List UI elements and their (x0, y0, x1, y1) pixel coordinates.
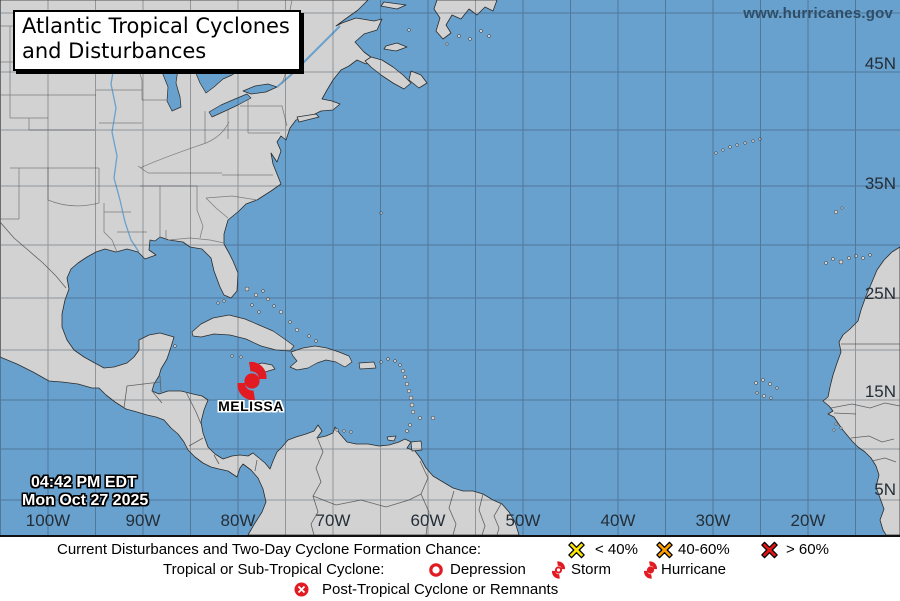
post-tropical-icon (294, 582, 309, 597)
map-timestamp: 04:42 PM EDT Mon Oct 27 2025 (22, 474, 148, 510)
map-title-line2: and Disturbances (22, 39, 207, 63)
country-borders (0, 221, 900, 535)
depression-icon (429, 563, 443, 577)
lon-label-50w: 50W (505, 511, 541, 530)
lat-label-15n: 15N (864, 382, 896, 401)
timestamp-time: 04:42 PM EDT (31, 474, 137, 491)
depression-label: Depression (450, 561, 526, 578)
hurricanes-gov-label: www.hurricanes.gov (743, 5, 893, 22)
lon-label-70w: 70W (315, 511, 351, 530)
chance-low-x-icon (568, 541, 585, 559)
continent-americas (0, 0, 520, 535)
grid-lines (0, 0, 900, 535)
legend-post-tropical-row: Post-Tropical Cyclone or Remnants (0, 580, 900, 600)
chance-high-label: > 60% (786, 541, 829, 558)
hurricane-label-legend: Hurricane (661, 561, 727, 578)
chance-low-label: < 40% (595, 541, 638, 558)
lat-label-5n: 5N (874, 480, 896, 499)
legend-formation-row: Current Disturbances and Two-Day Cyclone… (0, 540, 900, 560)
rivers (110, 25, 341, 253)
hurricane-glyph (237, 361, 267, 401)
storm-icon-legend (551, 561, 566, 579)
lon-label-90w: 90W (125, 511, 161, 530)
lon-label-20w: 20W (790, 511, 826, 530)
small-islands (173, 28, 872, 434)
hurricane-melissa-icon[interactable] (234, 361, 270, 401)
chance-high-x-icon (761, 541, 778, 559)
hurricane-icon-legend (643, 561, 658, 579)
storm-label-legend: Storm (571, 561, 612, 578)
continent-africa (822, 246, 900, 535)
map-title-line1: Atlantic Tropical Cyclones (22, 14, 290, 38)
lat-label-25n: 25N (864, 284, 896, 303)
lat-label-35n: 35N (864, 174, 896, 193)
lon-label-60w: 60W (410, 511, 446, 530)
formation-label: Current Disturbances and Two-Day Cyclone… (57, 541, 482, 558)
timestamp-date: Mon Oct 27 2025 (22, 492, 149, 509)
storm-name-label: MELISSA (218, 398, 284, 414)
lon-label-30w: 30W (695, 511, 731, 530)
legend-cyclone-row: Tropical or Sub-Tropical Cyclone: Depres… (0, 560, 900, 580)
lat-label-45n: 45N (864, 54, 896, 73)
tropical-outlook-map[interactable]: 45N 35N 25N 15N 5N 100W 90W 80W 70W 60W … (0, 0, 900, 535)
map-title: Atlantic Tropical Cyclones and Disturban… (13, 10, 301, 71)
map-legend: Current Disturbances and Two-Day Cyclone… (0, 535, 900, 601)
post-tropical-label: Post-Tropical Cyclone or Remnants (322, 581, 559, 598)
map-graphic (0, 0, 900, 535)
lon-label-80w: 80W (220, 511, 256, 530)
lon-label-100w: 100W (25, 511, 71, 530)
cyclone-label: Tropical or Sub-Tropical Cyclone: (163, 561, 385, 578)
chance-med-x-icon (656, 541, 673, 559)
lon-label-40w: 40W (600, 511, 636, 530)
chance-med-label: 40-60% (678, 541, 730, 558)
